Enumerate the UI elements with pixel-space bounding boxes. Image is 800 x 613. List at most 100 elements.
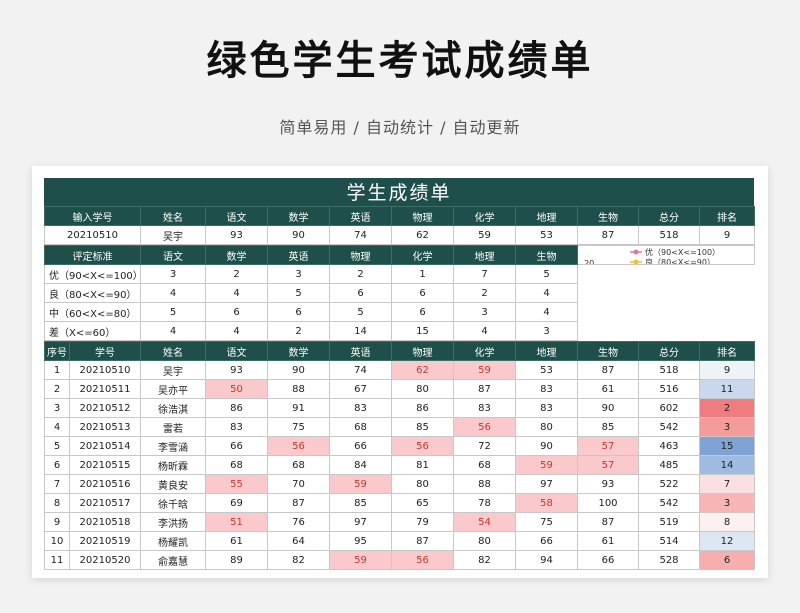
criteria-cell: 5 <box>140 302 206 322</box>
criteria-cell: 6 <box>205 302 268 322</box>
scores-header-cell: 英语 <box>329 341 392 361</box>
score-cell: 55 <box>205 474 268 494</box>
criteria-row: 中（60<X<=80） 5 6 6 5 6 3 4 <box>44 302 755 322</box>
score-cell: 80 <box>391 474 454 494</box>
criteria-cell: 2 <box>329 264 392 284</box>
criteria-header-cell: 语文 <box>140 245 206 265</box>
table-row: 11 20210520 俞嘉慧 89 82 59 56 82 94 66 528 6 <box>44 550 755 570</box>
criteria-cell: 5 <box>329 302 392 322</box>
score-cell: 61 <box>205 531 268 551</box>
score-cell: 78 <box>453 493 516 513</box>
score-cell: 485 <box>638 455 700 475</box>
criteria-cell: 1 <box>391 264 454 284</box>
lookup-value-cell: 90 <box>267 225 330 245</box>
scores-header-cell: 学号 <box>69 341 141 361</box>
legend-label: 优（90<X<=100） <box>645 247 720 257</box>
score-cell: 72 <box>453 436 516 456</box>
score-cell: 516 <box>638 379 700 399</box>
lookup-value-cell: 53 <box>515 225 578 245</box>
score-cell: 10 <box>44 531 70 551</box>
legend-marker <box>633 249 639 255</box>
score-cell: 2 <box>699 398 755 418</box>
score-cell: 徐千晗 <box>140 493 206 513</box>
score-cell: 95 <box>329 531 392 551</box>
score-cell: 61 <box>577 531 639 551</box>
score-cell: 97 <box>329 512 392 532</box>
lookup-value-cell: 87 <box>577 225 639 245</box>
score-cell: 91 <box>267 398 330 418</box>
lookup-value-cell: 9 <box>699 225 755 245</box>
score-cell: 20210510 <box>69 360 141 380</box>
score-cell: 542 <box>638 493 700 513</box>
score-cell: 602 <box>638 398 700 418</box>
score-cell: 82 <box>453 550 516 570</box>
student-id-input[interactable]: 20210510 <box>44 225 141 245</box>
criteria-cell: 良（80<X<=90） <box>44 283 141 303</box>
criteria-cell: 2 <box>453 283 516 303</box>
score-cell: 11 <box>699 379 755 399</box>
score-cell: 85 <box>391 417 454 437</box>
score-cell: 87 <box>267 493 330 513</box>
score-cell: 88 <box>267 379 330 399</box>
lookup-value-cell: 74 <box>329 225 392 245</box>
page-subtitle: 简单易用 / 自动统计 / 自动更新 <box>279 118 521 137</box>
score-cell: 57 <box>577 436 639 456</box>
lookup-header-cell: 化学 <box>453 206 516 226</box>
score-cell: 12 <box>699 531 755 551</box>
score-cell: 66 <box>205 436 268 456</box>
score-cell: 1 <box>44 360 70 380</box>
spreadsheet: 学生成绩单 输入学号 姓名 语文 数学 英语 物理 化学 地理 生物 总分 排名 20210510 吴… <box>32 166 768 578</box>
score-cell: 80 <box>453 531 516 551</box>
criteria-cell: 3 <box>140 264 206 284</box>
score-cell: 61 <box>577 379 639 399</box>
scores-header-cell: 序号 <box>44 341 70 361</box>
score-cell: 8 <box>699 512 755 532</box>
score-cell: 68 <box>267 455 330 475</box>
criteria-cell: 6 <box>267 302 330 322</box>
criteria-header-cell: 数学 <box>205 245 268 265</box>
score-cell: 97 <box>515 474 578 494</box>
score-cell: 76 <box>267 512 330 532</box>
score-cell: 20210512 <box>69 398 141 418</box>
score-cell: 53 <box>515 360 578 380</box>
score-cell: 69 <box>205 493 268 513</box>
score-cell: 100 <box>577 493 639 513</box>
score-cell: 81 <box>391 455 454 475</box>
criteria-cell: 5 <box>267 283 330 303</box>
lookup-header-cell: 生物 <box>577 206 639 226</box>
lookup-value-cell: 93 <box>205 225 268 245</box>
score-cell: 90 <box>515 436 578 456</box>
score-cell: 514 <box>638 531 700 551</box>
score-cell: 83 <box>515 398 578 418</box>
lookup-header-cell: 姓名 <box>140 206 206 226</box>
score-cell: 65 <box>391 493 454 513</box>
table-row: 4 20210513 雷若 83 75 68 85 56 80 85 542 3 <box>44 417 755 437</box>
criteria-cell: 3 <box>515 321 578 341</box>
score-cell: 88 <box>453 474 516 494</box>
criteria-row: 良（80<X<=90） 4 4 5 6 6 2 4 <box>44 283 755 303</box>
score-cell: 20210520 <box>69 550 141 570</box>
score-cell: 20210517 <box>69 493 141 513</box>
lookup-header-cell: 语文 <box>205 206 268 226</box>
score-cell: 3 <box>44 398 70 418</box>
score-cell: 8 <box>44 493 70 513</box>
score-cell: 94 <box>515 550 578 570</box>
score-cell: 87 <box>577 512 639 532</box>
criteria-row: 优（90<X<=100） 3 2 3 2 1 7 5 <box>44 264 755 284</box>
scores-header-cell: 地理 <box>515 341 578 361</box>
score-cell: 87 <box>391 531 454 551</box>
scores-header-cell: 总分 <box>638 341 700 361</box>
score-cell: 57 <box>577 455 639 475</box>
score-cell: 徐浩淇 <box>140 398 206 418</box>
criteria-cell: 3 <box>267 264 330 284</box>
criteria-cell: 6 <box>391 283 454 303</box>
criteria-table: 评定标准 语文 数学 英语 物理 化学 地理 生物 20 0 语文 数学 英语 物理 化学 地理 生物 优（90<… <box>44 245 755 341</box>
criteria-header-cell: 地理 <box>453 245 516 265</box>
criteria-cell: 6 <box>329 283 392 303</box>
score-cell: 15 <box>699 436 755 456</box>
table-row: 5 20210514 李雪涵 66 56 66 56 72 90 57 463 15 <box>44 436 755 456</box>
criteria-cell: 4 <box>205 321 268 341</box>
score-cell: 吴宇 <box>140 360 206 380</box>
score-cell: 80 <box>391 379 454 399</box>
